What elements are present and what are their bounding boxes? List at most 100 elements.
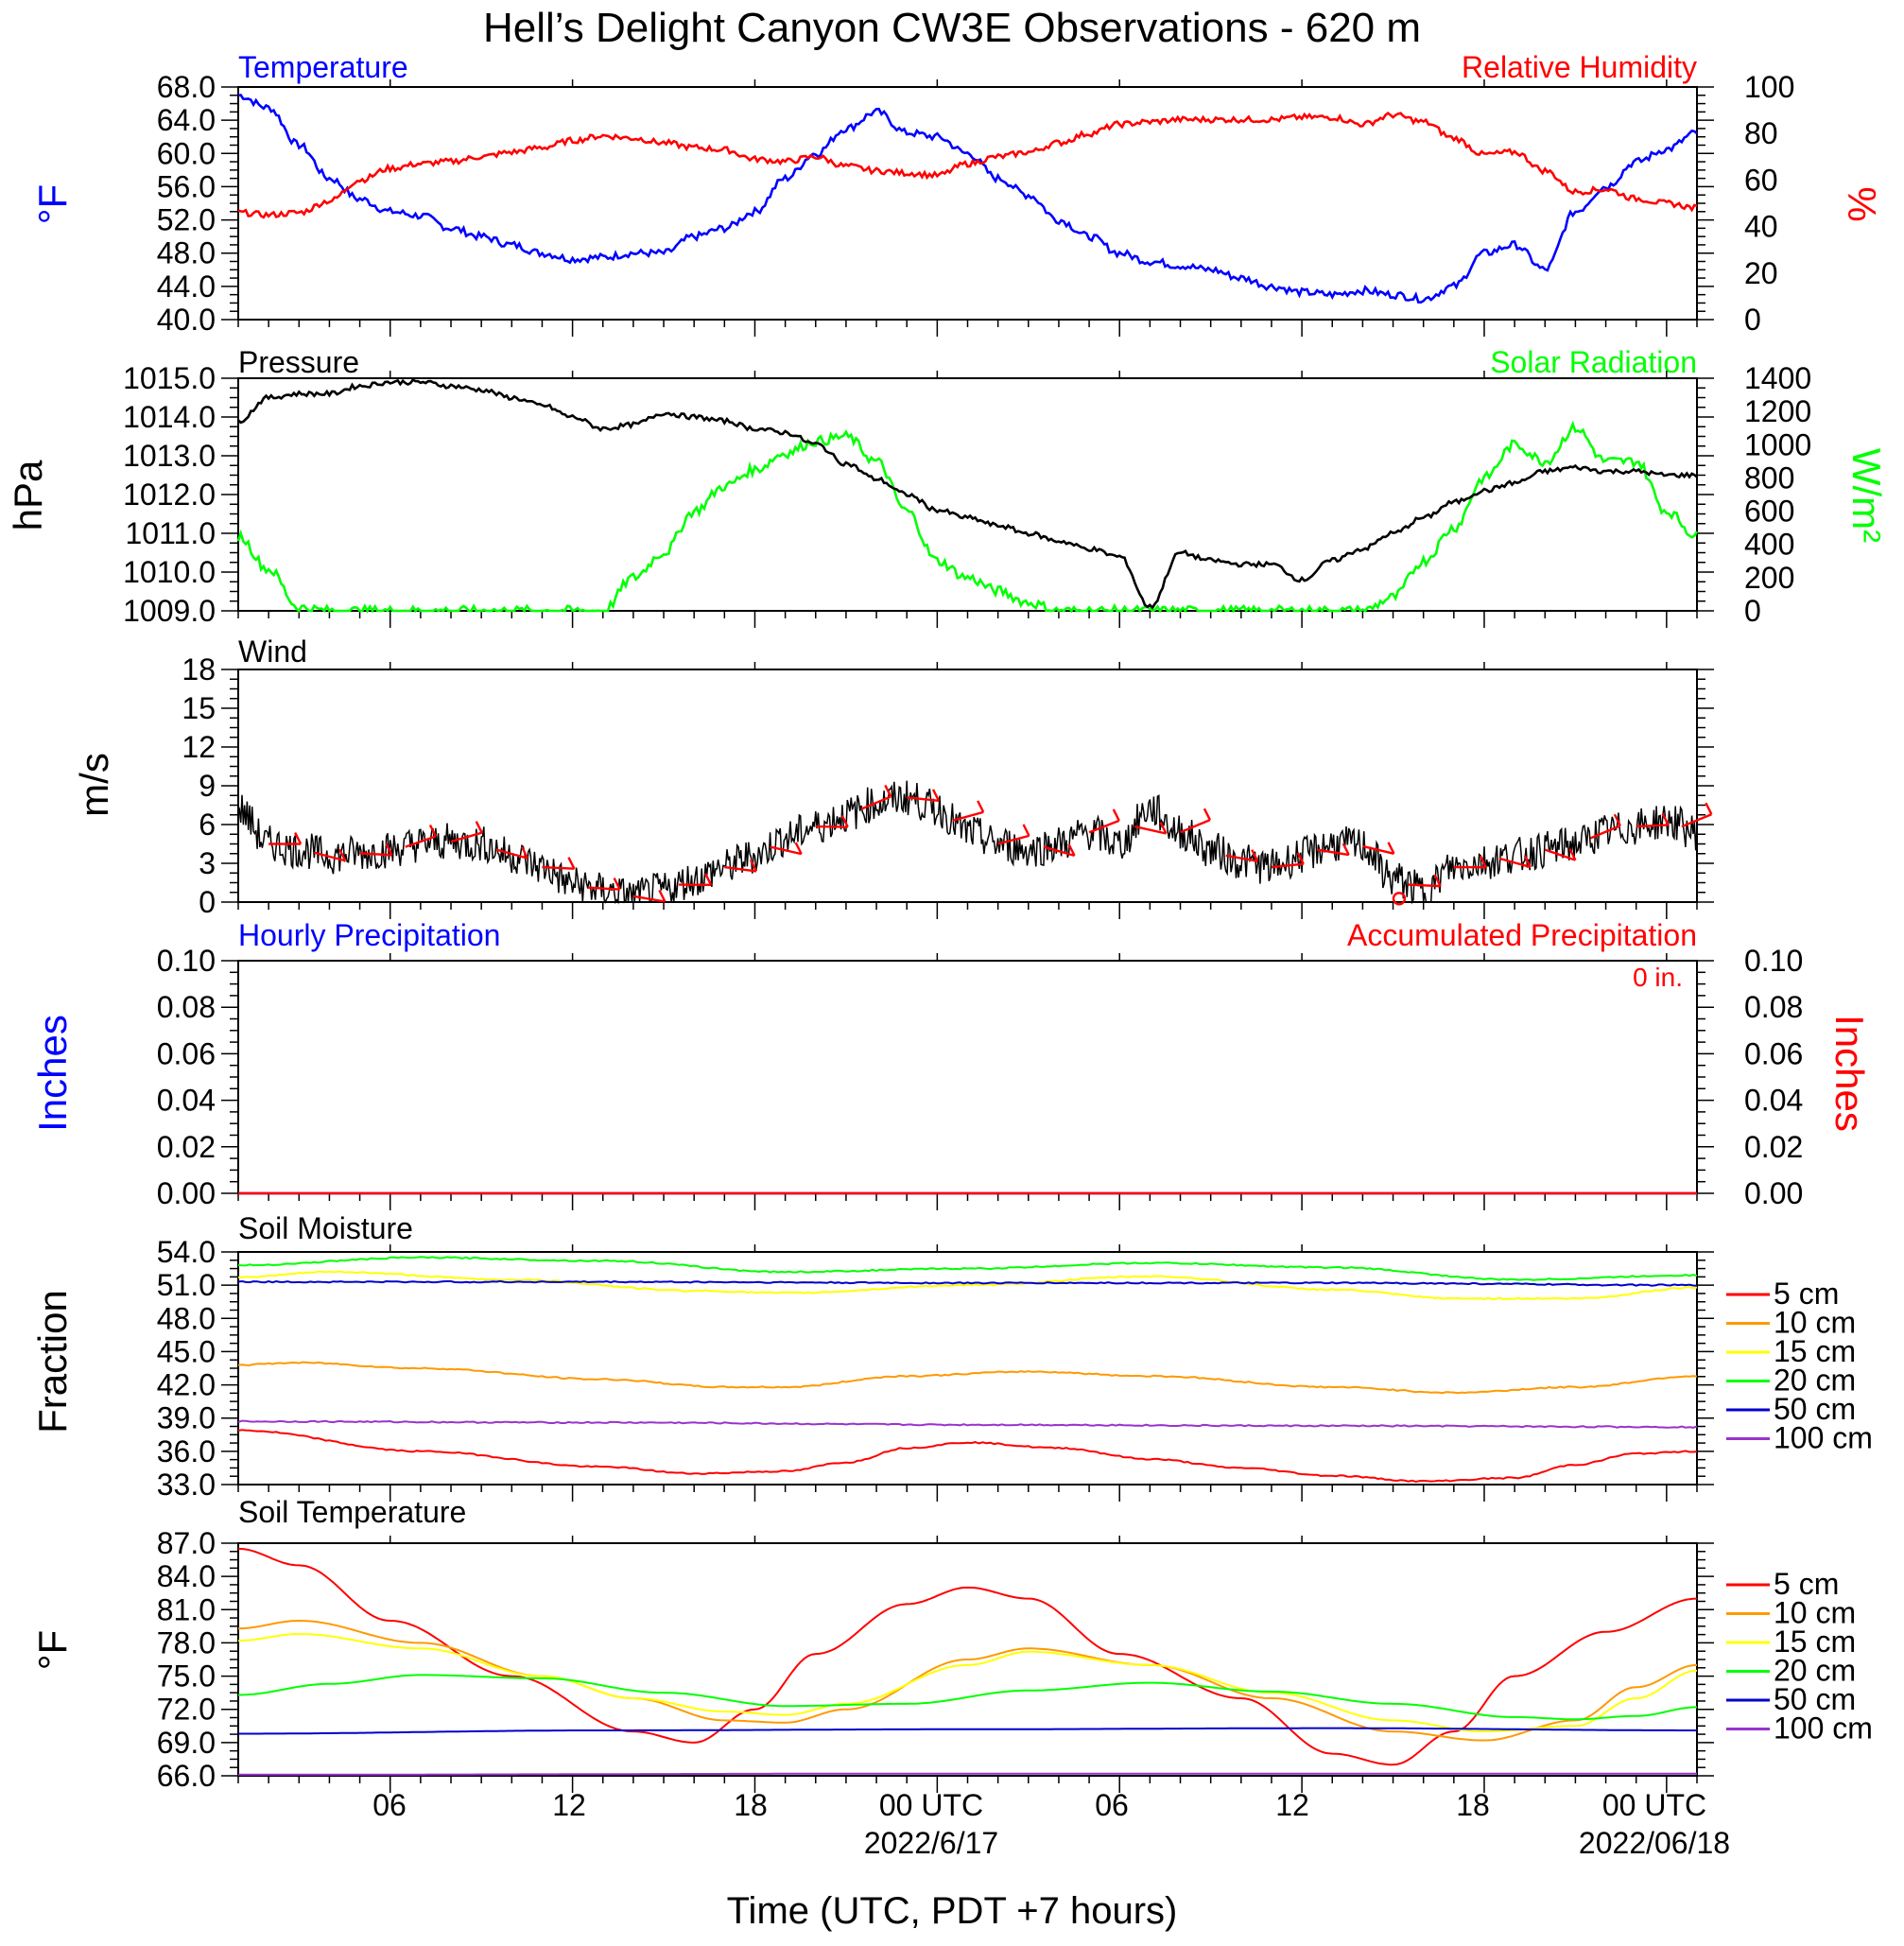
- series-line-15-cm: [237, 1270, 1698, 1300]
- wind-barb: [1681, 813, 1712, 828]
- y-tick-label: 15: [182, 691, 216, 725]
- wind-barb: [1362, 844, 1394, 855]
- series-line-5-cm: [237, 1547, 1698, 1766]
- humidity-title: Relative Humidity: [1462, 50, 1697, 84]
- wind-barb: [495, 848, 528, 860]
- legend-label: 15 cm: [1774, 1625, 1856, 1659]
- series-line-100-cm: [237, 1419, 1698, 1429]
- wind-barb-flag: [428, 824, 438, 838]
- wind-barb-flag: [294, 831, 303, 845]
- y2-tick-label: 0.00: [1744, 1176, 1803, 1210]
- x-date-label: 2022/06/18: [1579, 1826, 1730, 1860]
- wind-barb-flag: [1251, 849, 1259, 862]
- wind-barb-flag: [1022, 824, 1030, 837]
- y-tick-label: 0: [199, 885, 216, 919]
- wind-barb: [860, 795, 891, 810]
- y2-tick-label: 200: [1744, 561, 1794, 595]
- wind-barb-flag: [1296, 852, 1305, 865]
- panel-frame-soil_temp: 87.084.081.078.075.072.069.066.0: [157, 1526, 1714, 1793]
- legend-label: 10 cm: [1774, 1596, 1856, 1630]
- wind-barb-flag: [704, 873, 713, 886]
- wind-barb: [587, 886, 620, 891]
- panel-soil-moisture: Soil Moisture Fraction: [30, 1211, 413, 1433]
- legend-label: 50 cm: [1774, 1392, 1856, 1426]
- series-line-10-cm: [237, 1361, 1698, 1395]
- series-line-15-cm: [237, 1633, 1698, 1733]
- legend-label: 100 cm: [1774, 1421, 1873, 1455]
- accum-precip-title: Accumulated Precipitation: [1347, 918, 1697, 952]
- wind-barb-flag: [520, 846, 529, 860]
- legend-label: 100 cm: [1774, 1711, 1873, 1746]
- wind-barb: [997, 834, 1030, 845]
- legend-label: 10 cm: [1774, 1306, 1856, 1340]
- y-tick-label: 0.04: [157, 1084, 216, 1118]
- wind-barb-flag: [840, 814, 849, 828]
- y-tick-label: 48.0: [157, 1301, 216, 1335]
- legend-label: 50 cm: [1774, 1682, 1856, 1716]
- y-tick-label: 81.0: [157, 1592, 216, 1626]
- series-line-relative-humidity: [237, 111, 1698, 219]
- soil-temp-title: Soil Temperature: [238, 1495, 466, 1529]
- y-tick-label: 33.0: [157, 1468, 216, 1502]
- wind-barb: [724, 865, 757, 873]
- wind-barb-flag: [1387, 842, 1395, 855]
- y-tick-label: 0.08: [157, 990, 216, 1024]
- panel-frame-temp_rh: 68.064.060.056.052.048.044.040.0 100 80 60 4…: [157, 70, 1794, 337]
- wind-barb-flag: [1341, 843, 1350, 856]
- temperature-title: Temperature: [238, 50, 408, 84]
- y-tick-label: 1012.0: [123, 478, 216, 512]
- series-line-temperature: [237, 94, 1698, 304]
- wind-barb: [1225, 854, 1258, 862]
- legend-label: 5 cm: [1774, 1567, 1839, 1601]
- wind-barb-flag: [794, 842, 803, 855]
- y-tick-label: 84.0: [157, 1559, 216, 1593]
- series-line-50-cm: [238, 1727, 1697, 1735]
- panel-frame-pressure_solar: 1015.0 1014.0 1013.0 1012.0 1011.0 1010.0 1009…: [123, 361, 1811, 628]
- y-tick-label: 1009.0: [123, 594, 216, 628]
- y-tick-label: 39.0: [157, 1401, 216, 1435]
- y2-tick-label: 1000: [1744, 427, 1811, 461]
- wind-barb: [1180, 819, 1211, 834]
- wind-barb: [1088, 819, 1120, 834]
- y2-tick-label: 600: [1744, 495, 1794, 529]
- wind-barb: [1544, 848, 1576, 861]
- chart-title: Hell’s Delight Canyon CW3E Observations …: [483, 5, 1421, 51]
- wind-barb-flag: [475, 821, 483, 834]
- accum-precip-value: 0 in.: [1633, 963, 1683, 992]
- wind-barb-flag: [1661, 812, 1670, 825]
- soil-moisture-title: Soil Moisture: [238, 1211, 413, 1245]
- solar-unit: W/m²: [1844, 448, 1889, 543]
- wind-barb-flag: [1159, 821, 1168, 835]
- wind-barb-flag: [1112, 808, 1120, 822]
- legend-label: 15 cm: [1774, 1334, 1856, 1368]
- wind-barb-flag: [1067, 843, 1076, 857]
- y-tick-label: 0.10: [157, 944, 216, 978]
- wind-barb-flag: [1523, 855, 1532, 868]
- panel-pressure-solar: Pressure Solar Radiation hPa W/m²: [6, 345, 1889, 543]
- x-tick-label: 06: [1095, 1788, 1129, 1822]
- y-tick-label: 0.06: [157, 1036, 216, 1070]
- y2-tick-label: 1200: [1744, 394, 1811, 428]
- wind-barb-flag: [1203, 808, 1211, 821]
- plot-layer: 68.064.060.056.052.048.044.040.010080604…: [123, 70, 1873, 1793]
- x-axis-labels: 06 12 18 00 UTC 06 12 18 00 UTC 2022/6/1…: [372, 1788, 1730, 1932]
- panel-frame-precip: 0.10 0.08 0.06 0.04 0.02 0.00 0.10 0.08 0.06 0.04…: [157, 944, 1803, 1210]
- y2-tick-label: 0: [1744, 594, 1761, 628]
- y-tick-label: 52.0: [157, 203, 216, 237]
- y2-tick-label: 0.02: [1744, 1130, 1803, 1164]
- wind-barb: [1134, 825, 1167, 835]
- hourly-precip-unit: Inches: [30, 1015, 75, 1132]
- plot-frame: [237, 1251, 1698, 1486]
- y2-tick-label: 40: [1744, 210, 1778, 244]
- wind-barb-flag: [1613, 813, 1621, 826]
- y-tick-label: 72.0: [157, 1693, 216, 1727]
- y-tick-label: 42.0: [157, 1368, 216, 1402]
- wind-barb: [1636, 824, 1669, 828]
- series-line-wind: [237, 780, 1698, 905]
- humidity-unit: %: [1840, 186, 1884, 221]
- wind-barb-flag: [338, 848, 347, 861]
- wind-barb: [1271, 862, 1304, 869]
- wind-barb-flag: [567, 857, 576, 870]
- pressure-unit: hPa: [6, 460, 50, 530]
